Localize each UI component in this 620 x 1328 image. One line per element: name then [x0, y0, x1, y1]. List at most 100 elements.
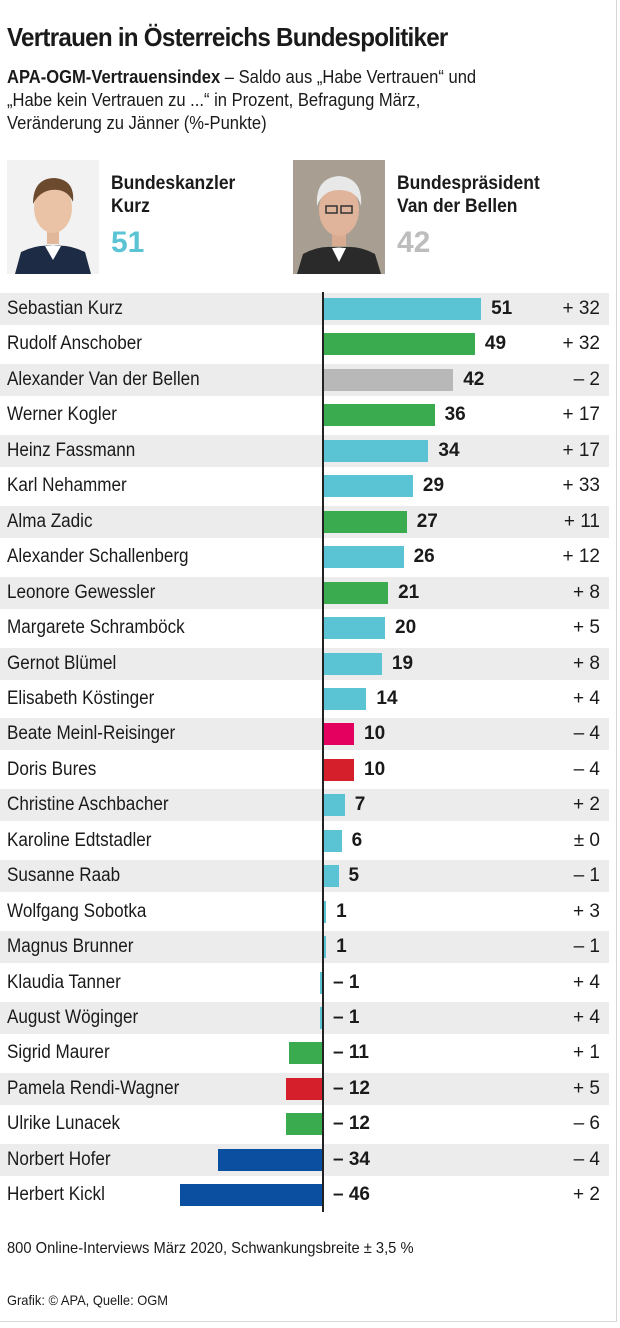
- row-name: Susanne Raab: [7, 865, 121, 887]
- value-label: – 34: [333, 1148, 370, 1170]
- change-label: + 4: [573, 971, 600, 993]
- row-name: Sigrid Maurer: [7, 1042, 110, 1064]
- row-band: [0, 860, 609, 893]
- value-label: 1: [336, 900, 347, 922]
- row-band: [0, 718, 609, 751]
- portrait-van-der-bellen: [293, 160, 385, 274]
- value-label: – 11: [333, 1042, 369, 1064]
- row-name: Klaudia Tanner: [7, 971, 121, 993]
- footer-credit: Grafik: © APA, Quelle: OGM: [7, 1292, 168, 1308]
- row-name: Alma Zadic: [7, 510, 93, 532]
- change-label: + 17: [562, 439, 600, 461]
- bar: [285, 1113, 323, 1136]
- value-label: – 12: [333, 1113, 370, 1135]
- bar: [323, 546, 404, 569]
- highlight-value-van-der-bellen: 42: [397, 226, 431, 259]
- change-label: + 11: [563, 510, 600, 532]
- change-label: – 4: [573, 723, 600, 745]
- row-band: [0, 576, 609, 609]
- change-label: + 32: [562, 298, 600, 319]
- highlight-value-kurz: 51: [111, 226, 145, 259]
- change-label: + 1: [573, 1042, 600, 1064]
- bar: [323, 475, 413, 498]
- subtitle-text: – Saldo aus „Habe Vertrauen“ und „Habe k…: [7, 67, 477, 133]
- row-name: Elisabeth Köstinger: [7, 687, 155, 709]
- row-band: [0, 363, 609, 396]
- value-label: 49: [484, 333, 507, 355]
- change-label: – 4: [573, 758, 600, 780]
- bar: [323, 333, 475, 356]
- bar: [323, 439, 429, 462]
- row-name: Karoline Edtstadler: [7, 829, 152, 851]
- row-name: Norbert Hofer: [7, 1148, 111, 1170]
- change-label: + 2: [573, 794, 600, 816]
- change-label: – 1: [573, 936, 600, 958]
- highlight-name-van-der-bellen: Bundespräsident Van der Bellen: [397, 173, 540, 217]
- change-label: – 2: [573, 368, 600, 390]
- row-band: [0, 931, 609, 964]
- row-name: Rudolf Anschober: [7, 333, 142, 355]
- row-band: [0, 647, 609, 680]
- bar: [319, 971, 323, 994]
- bar: [323, 865, 339, 888]
- value-label: 6: [351, 829, 363, 851]
- row-name: Margarete Schramböck: [7, 617, 185, 639]
- bar: [323, 652, 382, 675]
- row-band: [0, 434, 609, 467]
- bar: [180, 1184, 323, 1207]
- row-band: [0, 293, 609, 325]
- value-label: 20: [395, 617, 417, 639]
- bar: [323, 368, 454, 391]
- value-label: 14: [376, 687, 398, 709]
- row-name: Alexander Van der Bellen: [7, 368, 200, 390]
- row-name: Alexander Schallenberg: [7, 546, 189, 568]
- value-label: 42: [463, 368, 485, 390]
- bar: [323, 581, 389, 604]
- value-label: 5: [348, 865, 360, 887]
- bar: [288, 1042, 323, 1065]
- value-label: – 1: [333, 971, 360, 993]
- value-label: 10: [364, 723, 386, 745]
- value-label: 10: [364, 758, 386, 780]
- portrait-kurz: [7, 160, 99, 274]
- bar: [323, 900, 327, 923]
- row-name: Herbert Kickl: [7, 1184, 105, 1206]
- change-label: + 4: [573, 687, 600, 709]
- value-label: 27: [416, 510, 438, 532]
- chart-title: Vertrauen in Österreichs Bundespolitiker: [7, 22, 448, 52]
- change-label: – 4: [573, 1148, 600, 1170]
- change-label: + 17: [562, 404, 600, 426]
- value-label: 36: [444, 404, 466, 426]
- change-label: + 4: [573, 1007, 600, 1028]
- change-label: + 32: [562, 333, 600, 355]
- change-label: – 6: [573, 1113, 600, 1135]
- row-name: Ulrike Lunacek: [7, 1113, 121, 1135]
- row-name: Karl Nehammer: [7, 475, 127, 497]
- bar: [323, 758, 354, 781]
- row-name: Christine Aschbacher: [7, 794, 169, 816]
- bar: [323, 617, 385, 640]
- bar: [323, 794, 345, 817]
- bar: [323, 687, 367, 710]
- change-label: + 33: [562, 475, 600, 497]
- bar: [323, 404, 435, 427]
- change-label: + 3: [573, 900, 600, 922]
- change-label: + 8: [573, 652, 600, 674]
- row-name: Gernot Blümel: [7, 652, 117, 674]
- bar: [285, 1077, 323, 1100]
- value-label: 21: [398, 581, 420, 603]
- row-name: Beate Meinl-Reisinger: [7, 723, 176, 745]
- chart-subtitle: APA-OGM-Vertrauensindex – Saldo aus „Hab…: [7, 66, 485, 135]
- value-label: 19: [391, 652, 414, 674]
- row-name: Heinz Fassmann: [7, 439, 136, 461]
- bar: [323, 723, 354, 746]
- change-label: – 1: [573, 865, 600, 887]
- change-label: + 5: [573, 617, 600, 639]
- row-name: Doris Bures: [7, 758, 97, 780]
- bar: [323, 936, 327, 959]
- row-name: Magnus Brunner: [7, 936, 134, 958]
- bar: [323, 298, 482, 320]
- footer-note: 800 Online-Interviews März 2020, Schwank…: [7, 1240, 414, 1257]
- subtitle-bold: APA-OGM-Vertrauensindex: [7, 67, 221, 87]
